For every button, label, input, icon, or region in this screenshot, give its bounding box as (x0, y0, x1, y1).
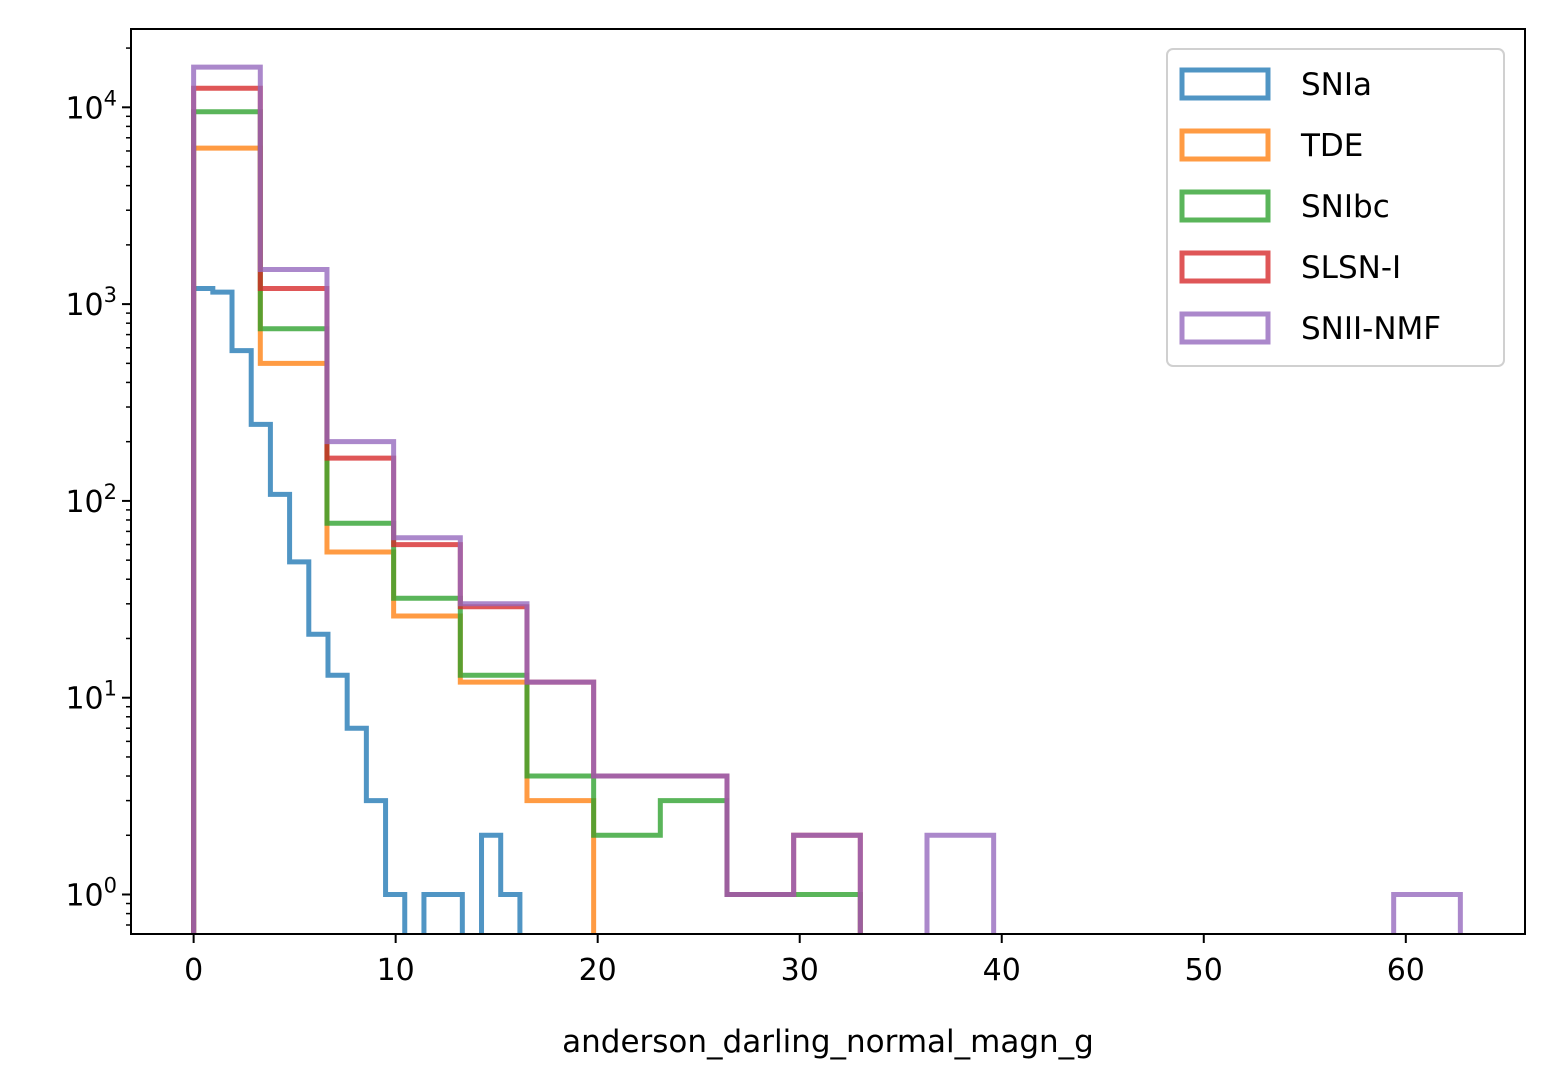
series-snia-steps (191, 286, 523, 934)
series-layer (191, 64, 1463, 934)
legend-swatch-snibc (1179, 189, 1271, 223)
legend-label-snia: SNIa (1301, 67, 1372, 103)
axes-layer: 0 10 20 30 40 50 60 100 101 102 103 104 (65, 28, 1526, 988)
legend-swatch-slsn-i (1179, 250, 1271, 284)
y-tick-label-0: 100 (65, 874, 117, 914)
legend-swatch-snia (1179, 67, 1271, 101)
x-tick-label-30: 30 (781, 953, 819, 988)
x-axis-label: anderson_darling_normal_magn_g (562, 1024, 1094, 1060)
legend: SNIa TDE SNIbc SLSN-I SNII-NMF (1166, 48, 1505, 367)
legend-label-snii-nmf: SNII-NMF (1301, 311, 1441, 347)
x-tick-label-0: 0 (184, 953, 203, 988)
legend-label-slsn-i: SLSN-I (1301, 250, 1401, 286)
x-tick-label-60: 60 (1387, 953, 1425, 988)
series-snii-nmf-steps (191, 64, 1463, 934)
x-tick-label-10: 10 (377, 953, 415, 988)
legend-swatch-snii-nmf (1179, 311, 1271, 345)
legend-box (1166, 48, 1505, 367)
legend-label-tde: TDE (1300, 128, 1363, 164)
y-tick-label-4: 104 (65, 86, 117, 126)
legend-swatch-tde (1179, 128, 1271, 162)
y-tick-label-1: 101 (65, 677, 117, 717)
legend-label-snibc: SNIbc (1301, 189, 1390, 225)
y-tick-label-3: 103 (65, 283, 117, 323)
y-tick-label-2: 102 (65, 480, 117, 520)
x-tick-label-20: 20 (579, 953, 617, 988)
x-tick-label-50: 50 (1185, 953, 1223, 988)
plot-frame (130, 28, 1526, 935)
x-tick-label-40: 40 (983, 953, 1021, 988)
